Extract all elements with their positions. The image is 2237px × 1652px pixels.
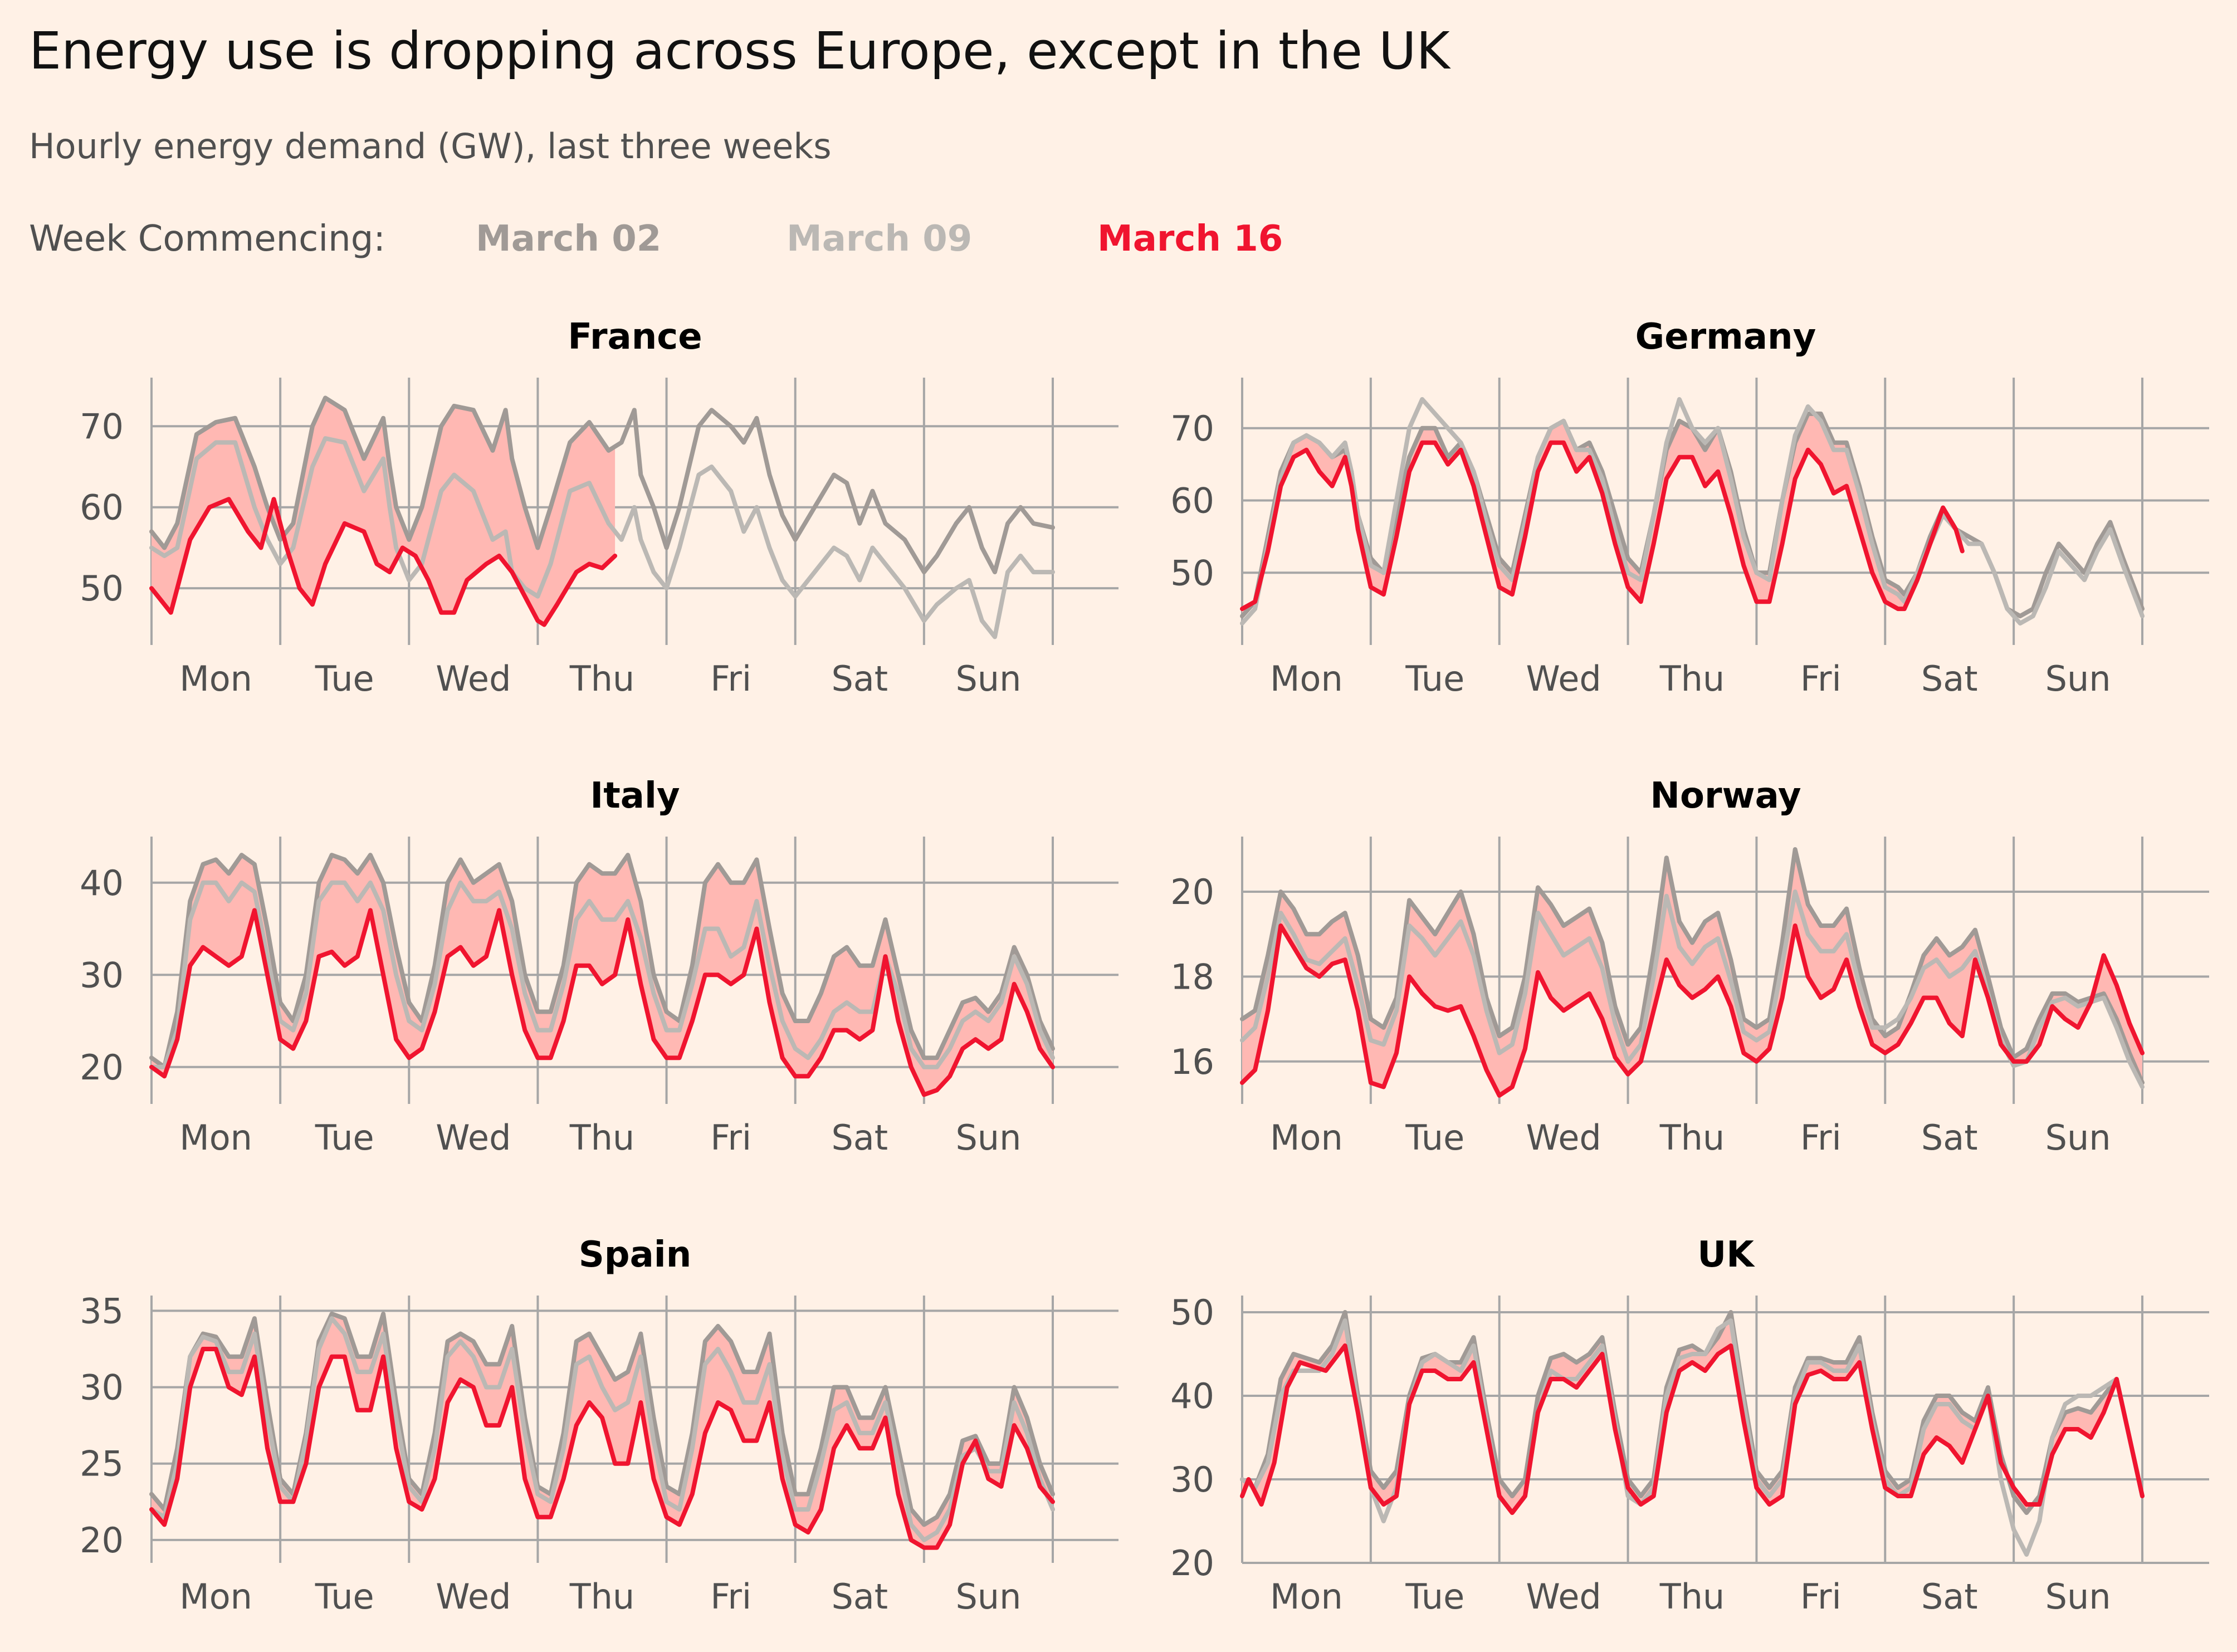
- series-line-uk-march-16: [1240, 1343, 2145, 1515]
- y-tick-label-germany: 50: [1170, 553, 1214, 593]
- y-tick-label-spain: 30: [80, 1367, 124, 1408]
- x-tick-label-germany: Mon: [1270, 658, 1343, 699]
- y-tick-label-norway: 16: [1170, 1042, 1214, 1082]
- y-tick-label-uk: 50: [1170, 1292, 1214, 1333]
- x-tick-label-norway: Thu: [1659, 1117, 1725, 1158]
- y-tick-label-norway: 18: [1170, 956, 1214, 997]
- y-tick-label-italy: 20: [80, 1047, 124, 1088]
- x-tick-label-uk: Wed: [1526, 1576, 1601, 1617]
- x-tick-label-spain: Sat: [831, 1576, 888, 1617]
- y-tick-label-france: 70: [80, 406, 124, 447]
- series-line-spain-march-16: [149, 1347, 1055, 1550]
- series-line-germany-march-16: [1240, 440, 1965, 612]
- y-tick-label-uk: 20: [1170, 1543, 1214, 1583]
- x-tick-label-spain: Tue: [315, 1576, 374, 1617]
- chart-title: Energy use is dropping across Europe, ex…: [29, 21, 1450, 81]
- x-tick-label-france: Tue: [315, 658, 374, 699]
- x-tick-label-norway: Tue: [1405, 1117, 1464, 1158]
- x-tick-label-italy: Mon: [179, 1117, 252, 1158]
- x-tick-label-france: Thu: [569, 658, 634, 699]
- series-line-norway-march-16: [1240, 923, 2145, 1098]
- difference-band-germany: [1242, 413, 1962, 617]
- x-tick-label-spain: Thu: [569, 1576, 634, 1617]
- x-tick-label-uk: Mon: [1270, 1576, 1343, 1617]
- legend: Week Commencing: March 02 March 09 March…: [29, 218, 1283, 260]
- x-tick-label-italy: Thu: [569, 1117, 634, 1158]
- x-tick-label-spain: Wed: [436, 1576, 511, 1617]
- x-tick-label-germany: Thu: [1659, 658, 1725, 699]
- series-line-france-march-16: [149, 497, 618, 627]
- x-tick-label-spain: Fri: [710, 1576, 751, 1617]
- panel-title-italy: Italy: [590, 775, 680, 817]
- panel-title-norway: Norway: [1650, 775, 1801, 817]
- x-tick-label-france: Fri: [710, 658, 751, 699]
- panel-title-spain: Spain: [579, 1234, 692, 1275]
- legend-item-march-16: March 16: [1097, 218, 1283, 260]
- x-tick-label-italy: Wed: [436, 1117, 511, 1158]
- x-tick-label-germany: Wed: [1526, 658, 1601, 699]
- difference-band-france: [152, 399, 616, 624]
- y-tick-label-france: 60: [80, 487, 124, 528]
- y-tick-label-spain: 35: [80, 1291, 124, 1331]
- x-tick-label-uk: Tue: [1405, 1576, 1464, 1617]
- y-tick-label-uk: 40: [1170, 1376, 1214, 1416]
- x-tick-label-france: Mon: [179, 658, 252, 699]
- y-tick-label-france: 50: [80, 568, 124, 609]
- x-tick-label-norway: Wed: [1526, 1117, 1601, 1158]
- legend-item-march-02: March 02: [476, 218, 662, 260]
- x-tick-label-france: Sun: [955, 658, 1021, 699]
- panel-title-france: France: [568, 316, 702, 358]
- x-tick-label-germany: Sun: [2045, 658, 2111, 699]
- series-line-italy-march-02: [149, 853, 1055, 1069]
- x-tick-label-italy: Sun: [955, 1117, 1021, 1158]
- legend-item-march-09: March 09: [787, 218, 973, 260]
- x-tick-label-germany: Tue: [1405, 658, 1464, 699]
- y-tick-label-norway: 20: [1170, 872, 1214, 912]
- x-tick-label-germany: Fri: [1800, 658, 1842, 699]
- x-tick-label-uk: Sun: [2045, 1576, 2111, 1617]
- x-tick-label-uk: Thu: [1659, 1576, 1725, 1617]
- x-tick-label-germany: Sat: [1921, 658, 1978, 699]
- y-tick-label-spain: 25: [80, 1444, 124, 1484]
- series-line-norway-march-02: [1240, 847, 2145, 1085]
- series-line-france-march-02: [149, 395, 1055, 575]
- panel-title-germany: Germany: [1635, 316, 1816, 358]
- x-tick-label-norway: Sat: [1921, 1117, 1978, 1158]
- difference-band-spain: [152, 1313, 1053, 1548]
- difference-band-norway: [1242, 849, 2142, 1096]
- x-tick-label-france: Sat: [831, 658, 888, 699]
- y-tick-label-germany: 70: [1170, 408, 1214, 449]
- x-tick-label-norway: Fri: [1800, 1117, 1842, 1158]
- x-tick-label-uk: Fri: [1800, 1576, 1842, 1617]
- y-tick-label-italy: 30: [80, 955, 124, 995]
- x-tick-label-norway: Mon: [1270, 1117, 1343, 1158]
- series-line-france-march-09: [149, 436, 1055, 639]
- series-line-germany-march-09: [1240, 397, 2145, 626]
- series-line-uk-march-09: [1240, 1318, 2145, 1557]
- x-tick-label-italy: Sat: [831, 1117, 888, 1158]
- y-tick-label-italy: 40: [80, 863, 124, 903]
- x-tick-label-italy: Tue: [315, 1117, 374, 1158]
- y-tick-label-uk: 30: [1170, 1459, 1214, 1500]
- series-line-spain-march-09: [149, 1316, 1055, 1542]
- legend-label: Week Commencing:: [29, 218, 385, 260]
- panel-title-uk: UK: [1697, 1234, 1755, 1275]
- series-line-italy-march-09: [149, 880, 1055, 1069]
- series-line-uk-march-02: [1240, 1310, 2145, 1515]
- x-tick-label-italy: Fri: [710, 1117, 751, 1158]
- x-tick-label-spain: Sun: [955, 1576, 1021, 1617]
- x-tick-label-norway: Sun: [2045, 1117, 2111, 1158]
- y-tick-label-germany: 60: [1170, 481, 1214, 521]
- chart-subtitle: Hourly energy demand (GW), last three we…: [29, 126, 832, 167]
- x-tick-label-spain: Mon: [179, 1576, 252, 1617]
- x-tick-label-france: Wed: [436, 658, 511, 699]
- x-tick-label-uk: Sat: [1921, 1576, 1978, 1617]
- difference-band-italy: [152, 855, 1053, 1095]
- series-line-italy-march-16: [149, 908, 1055, 1097]
- y-tick-label-spain: 20: [80, 1520, 124, 1561]
